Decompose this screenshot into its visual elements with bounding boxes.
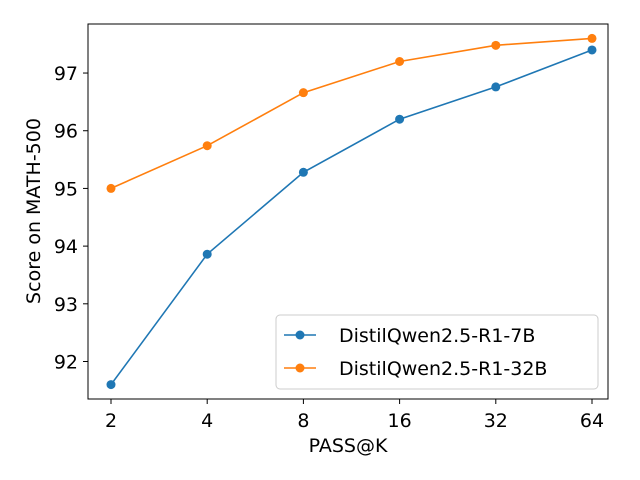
legend-label: DistilQwen2.5-R1-7B <box>339 325 535 347</box>
data-point <box>395 114 405 124</box>
x-axis-label: PASS@K <box>309 435 388 457</box>
y-axis-label: Score on MATH-500 <box>23 118 45 304</box>
legend-entry: DistilQwen2.5-R1-32B <box>284 358 547 380</box>
y-tick-label: 95 <box>54 178 78 200</box>
legend-swatch-marker <box>295 363 305 373</box>
y-tick-label: 94 <box>54 236 78 258</box>
data-point <box>491 40 501 50</box>
legend-swatch-marker <box>295 330 305 340</box>
data-point <box>298 88 308 98</box>
data-point <box>587 45 597 55</box>
x-tick-label: 4 <box>201 410 213 432</box>
series-2 <box>106 33 597 193</box>
data-point <box>106 183 116 193</box>
legend: DistilQwen2.5-R1-7B DistilQwen2.5-R1-32B <box>275 314 599 390</box>
data-point <box>587 33 597 43</box>
y-tick-label: 92 <box>54 352 78 374</box>
legend-entry: DistilQwen2.5-R1-7B <box>284 325 535 347</box>
x-tick-label: 16 <box>388 410 412 432</box>
data-point <box>298 167 308 177</box>
y-tick-label: 97 <box>54 63 78 85</box>
data-point <box>202 141 212 151</box>
series-line <box>110 37 593 190</box>
series-line <box>110 49 593 386</box>
data-point <box>395 57 405 66</box>
x-axis: 2 4 8 16 32 64 <box>105 399 604 432</box>
x-tick-label: 64 <box>580 410 604 432</box>
x-tick-label: 8 <box>297 410 309 432</box>
data-point <box>491 82 501 92</box>
plot-frame <box>87 23 609 400</box>
legend-label: DistilQwen2.5-R1-32B <box>339 358 547 380</box>
y-tick-label: 93 <box>54 294 78 316</box>
y-tick-label: 96 <box>54 121 78 143</box>
series-layer <box>106 33 597 390</box>
y-axis: 92 93 94 95 96 97 <box>54 63 88 374</box>
legend-box <box>275 314 599 390</box>
data-point <box>202 249 212 259</box>
series-1 <box>106 45 597 390</box>
x-tick-label: 32 <box>484 410 508 432</box>
x-tick-label: 2 <box>105 410 117 432</box>
data-point <box>106 380 116 390</box>
